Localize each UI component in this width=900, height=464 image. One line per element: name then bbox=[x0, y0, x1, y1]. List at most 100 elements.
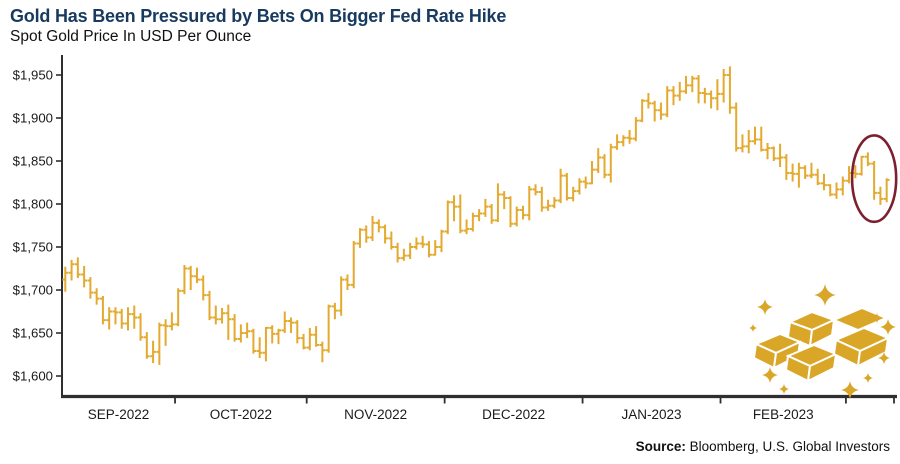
ohlc-bar bbox=[532, 184, 539, 196]
ohlc-bar bbox=[808, 162, 815, 179]
ohlc-bar bbox=[582, 176, 589, 189]
ohlc-bar bbox=[99, 296, 106, 325]
ohlc-bar bbox=[526, 185, 533, 221]
ohlc-bar bbox=[457, 194, 464, 234]
y-axis-label: $1,900 bbox=[13, 111, 53, 126]
ohlc-bar bbox=[250, 328, 257, 354]
y-axis-label: $1,750 bbox=[13, 240, 53, 255]
y-axis-label: $1,850 bbox=[13, 154, 53, 169]
ohlc-bar bbox=[407, 242, 414, 260]
ohlc-bar bbox=[821, 173, 827, 191]
annotation-ellipse bbox=[850, 134, 898, 224]
ohlc-bar bbox=[194, 267, 200, 284]
ohlc-bar bbox=[294, 320, 301, 344]
ohlc-bar bbox=[187, 265, 194, 290]
ohlc-bar bbox=[275, 328, 282, 345]
sparkle-icon bbox=[814, 284, 836, 306]
ohlc-bar bbox=[614, 134, 620, 150]
ingot-face bbox=[856, 336, 890, 368]
ohlc-bar bbox=[658, 102, 664, 120]
ohlc-bar bbox=[357, 228, 363, 248]
ohlc-bar bbox=[501, 191, 508, 210]
ohlc-bars-layer bbox=[62, 66, 890, 365]
ohlc-bar bbox=[601, 154, 608, 179]
ohlc-bar bbox=[777, 143, 784, 168]
ingot-face bbox=[806, 352, 838, 383]
ohlc-bar bbox=[369, 216, 376, 241]
ohlc-bar bbox=[482, 198, 489, 217]
ohlc-bar bbox=[325, 304, 332, 353]
ohlc-bar bbox=[576, 178, 583, 195]
ohlc-bar bbox=[551, 197, 558, 209]
sparkle-icon bbox=[757, 299, 773, 315]
ohlc-bar bbox=[589, 161, 595, 185]
ohlc-bar bbox=[476, 209, 483, 222]
ohlc-bar bbox=[833, 182, 840, 199]
x-axis-label: FEB-2023 bbox=[753, 407, 814, 422]
ohlc-bar bbox=[288, 317, 294, 333]
ohlc-bar bbox=[200, 275, 207, 301]
ohlc-bar bbox=[62, 266, 69, 292]
ohlc-bar bbox=[708, 90, 715, 109]
ohlc-bar bbox=[463, 219, 470, 235]
ohlc-bar bbox=[877, 186, 884, 205]
ohlc-bar bbox=[701, 87, 708, 104]
ohlc-bar bbox=[695, 75, 702, 104]
ohlc-bar bbox=[664, 86, 671, 118]
ohlc-bar bbox=[789, 163, 796, 182]
source-text: Bloomberg, U.S. Global Investors bbox=[685, 439, 890, 454]
ohlc-bar bbox=[400, 248, 407, 261]
ohlc-bar bbox=[726, 66, 733, 114]
ohlc-bar bbox=[444, 200, 451, 235]
sparkle-icons bbox=[749, 284, 896, 399]
ingot-face bbox=[831, 306, 889, 332]
ohlc-bar bbox=[137, 313, 144, 341]
ohlc-bar bbox=[513, 206, 520, 227]
ohlc-bar bbox=[827, 184, 834, 197]
source-label: Source: bbox=[635, 439, 686, 454]
ohlc-bar bbox=[338, 276, 345, 316]
sparkle-icon bbox=[841, 381, 859, 399]
x-axis-label: JAN-2023 bbox=[622, 407, 682, 422]
ohlc-bar bbox=[620, 135, 627, 147]
ohlc-bar bbox=[150, 340, 157, 364]
sparkle-icon bbox=[863, 373, 873, 383]
ohlc-bar bbox=[93, 288, 100, 305]
sparkle-icon bbox=[749, 324, 757, 332]
sparkle-icon bbox=[878, 352, 890, 364]
ohlc-bar bbox=[219, 308, 225, 324]
gold-bars-icon bbox=[749, 284, 896, 399]
y-axis-label: $1,650 bbox=[13, 326, 53, 341]
page-title: Gold Has Been Pressured by Bets On Bigge… bbox=[10, 6, 507, 26]
ohlc-bar bbox=[237, 324, 244, 343]
ohlc-bar bbox=[802, 165, 809, 180]
ohlc-bar bbox=[651, 100, 658, 122]
ohlc-bar bbox=[520, 205, 526, 220]
ohlc-bar bbox=[306, 327, 313, 351]
ohlc-bar bbox=[858, 155, 865, 176]
axes-layer: $1,600 $1,650 $1,700 $1,750 $1,800 $1,850 $1,9… bbox=[13, 55, 897, 422]
ohlc-bar bbox=[839, 176, 846, 196]
annotation-layer bbox=[850, 134, 898, 224]
ohlc-bar bbox=[689, 75, 696, 93]
ohlc-bar bbox=[74, 257, 81, 278]
sparkle-icon bbox=[762, 367, 778, 383]
ohlc-bar bbox=[720, 68, 727, 103]
y-axis-label: $1,600 bbox=[13, 369, 53, 384]
ohlc-bar bbox=[557, 168, 564, 204]
ohlc-bar bbox=[413, 237, 420, 250]
ohlc-bar bbox=[494, 183, 501, 223]
ohlc-bar bbox=[563, 173, 570, 201]
ohlc-bar bbox=[764, 142, 771, 160]
ohlc-bar bbox=[758, 126, 765, 152]
y-axis-label: $1,800 bbox=[13, 197, 53, 212]
ohlc-bar bbox=[344, 274, 351, 290]
ohlc-bar bbox=[871, 161, 878, 200]
ohlc-bar bbox=[676, 81, 683, 101]
ohlc-bar bbox=[118, 308, 125, 329]
x-axis-label: OCT-2022 bbox=[210, 407, 272, 422]
ohlc-bar bbox=[538, 186, 545, 212]
ohlc-bar bbox=[131, 305, 138, 329]
ohlc-bar bbox=[438, 229, 445, 253]
